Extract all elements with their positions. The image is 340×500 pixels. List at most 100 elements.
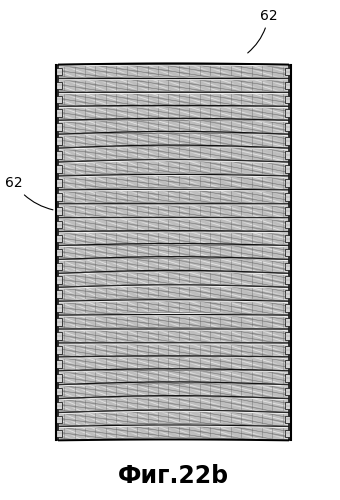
Bar: [56, 207, 62, 214]
Bar: [56, 360, 62, 368]
Bar: [56, 110, 62, 117]
Polygon shape: [59, 64, 288, 78]
Bar: [56, 96, 62, 103]
Bar: [56, 346, 62, 354]
Bar: [56, 179, 62, 186]
Bar: [285, 179, 291, 186]
Polygon shape: [59, 342, 288, 357]
Polygon shape: [59, 382, 288, 386]
Bar: [285, 262, 291, 270]
Bar: [285, 138, 291, 145]
Bar: [289, 64, 291, 440]
Bar: [285, 402, 291, 409]
Bar: [285, 388, 291, 396]
Polygon shape: [59, 270, 288, 275]
Polygon shape: [59, 244, 288, 247]
Polygon shape: [59, 78, 288, 92]
Bar: [285, 360, 291, 368]
Polygon shape: [59, 257, 288, 261]
Bar: [56, 138, 62, 145]
Polygon shape: [59, 396, 288, 400]
Polygon shape: [59, 314, 288, 317]
Polygon shape: [59, 190, 288, 192]
Bar: [56, 248, 62, 256]
Polygon shape: [59, 425, 288, 440]
Polygon shape: [59, 106, 288, 120]
Bar: [56, 165, 62, 173]
Polygon shape: [59, 145, 288, 162]
Polygon shape: [59, 410, 288, 426]
Bar: [56, 64, 58, 440]
Bar: [285, 318, 291, 326]
Polygon shape: [59, 300, 288, 315]
Polygon shape: [59, 118, 288, 134]
Polygon shape: [59, 285, 288, 301]
Bar: [285, 416, 291, 424]
Bar: [285, 96, 291, 103]
Bar: [285, 193, 291, 200]
Text: 62: 62: [5, 176, 53, 210]
Polygon shape: [59, 190, 288, 204]
Bar: [56, 318, 62, 326]
Bar: [56, 262, 62, 270]
Text: Фиг.22b: Фиг.22b: [118, 464, 229, 488]
Bar: [285, 221, 291, 228]
Polygon shape: [59, 218, 288, 220]
Bar: [56, 402, 62, 409]
Polygon shape: [59, 356, 288, 371]
Polygon shape: [59, 410, 288, 414]
Bar: [56, 221, 62, 228]
Bar: [56, 234, 62, 242]
Bar: [285, 304, 291, 312]
Polygon shape: [59, 369, 288, 384]
Bar: [56, 276, 62, 284]
Polygon shape: [59, 244, 288, 260]
Polygon shape: [59, 270, 288, 287]
Bar: [285, 374, 291, 382]
Polygon shape: [59, 160, 288, 164]
Polygon shape: [59, 64, 288, 66]
Polygon shape: [59, 174, 288, 190]
Bar: [56, 124, 62, 131]
Bar: [285, 110, 291, 117]
Polygon shape: [59, 356, 288, 358]
Bar: [285, 248, 291, 256]
Polygon shape: [59, 285, 288, 289]
Bar: [285, 290, 291, 298]
Polygon shape: [59, 204, 288, 218]
Polygon shape: [59, 300, 288, 303]
Bar: [56, 193, 62, 200]
Bar: [285, 151, 291, 159]
Bar: [56, 304, 62, 312]
Bar: [56, 82, 62, 90]
Bar: [56, 151, 62, 159]
Bar: [285, 165, 291, 173]
Polygon shape: [59, 132, 288, 136]
Polygon shape: [59, 174, 288, 178]
Polygon shape: [59, 78, 288, 80]
Polygon shape: [59, 256, 288, 274]
Polygon shape: [59, 396, 288, 412]
Polygon shape: [59, 118, 288, 122]
Polygon shape: [59, 230, 288, 246]
Bar: [285, 82, 291, 90]
Bar: [285, 124, 291, 131]
Bar: [56, 374, 62, 382]
Bar: [56, 416, 62, 424]
Polygon shape: [59, 329, 288, 330]
Bar: [285, 346, 291, 354]
Bar: [56, 388, 62, 396]
Bar: [285, 276, 291, 284]
Bar: [285, 430, 291, 437]
Polygon shape: [59, 425, 288, 428]
Polygon shape: [59, 369, 288, 372]
Bar: [56, 290, 62, 298]
Bar: [285, 332, 291, 340]
Polygon shape: [59, 329, 288, 343]
Polygon shape: [59, 106, 288, 108]
Polygon shape: [59, 204, 288, 206]
Polygon shape: [59, 343, 288, 344]
Bar: [56, 68, 62, 76]
Polygon shape: [59, 92, 288, 106]
Polygon shape: [59, 132, 288, 148]
